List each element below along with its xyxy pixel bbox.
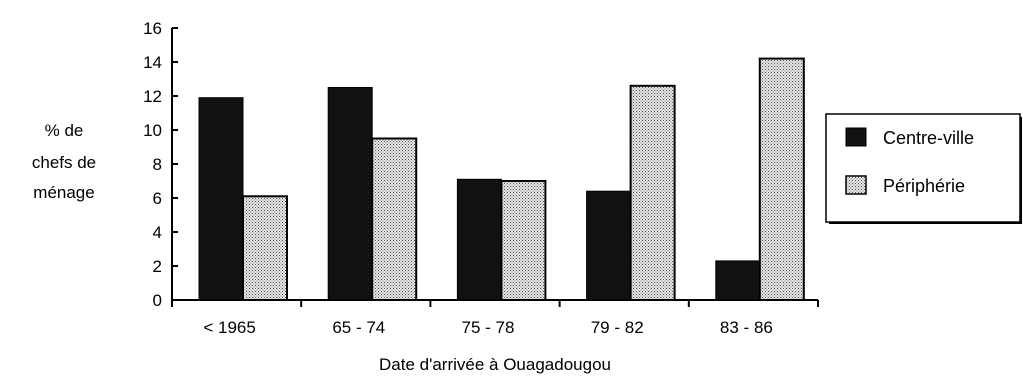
y-axis-label: % de chefs de ménage (32, 121, 96, 202)
legend: Centre-ville Périphérie (825, 113, 1022, 224)
x-axis-label: Date d'arrivée à Ouagadougou (379, 355, 611, 374)
bar-peripherie (758, 57, 805, 301)
bar-centre-ville (586, 190, 632, 301)
y-axis-label-line-2: chefs de (32, 153, 96, 172)
bars (198, 57, 805, 301)
bar-centre-ville (715, 260, 761, 301)
bar-centre-ville (456, 178, 502, 301)
legend-label-centre-ville: Centre-ville (883, 128, 974, 148)
bar-centre-ville (327, 87, 373, 301)
x-tick-label: 75 - 78 (462, 318, 515, 337)
bar-peripherie (371, 137, 418, 301)
y-tick-label: 4 (153, 223, 162, 242)
bar-peripherie (629, 84, 676, 301)
y-ticks: 0 2 4 6 8 10 12 14 16 (143, 19, 178, 310)
y-tick-label: 2 (153, 257, 162, 276)
y-tick-label: 14 (143, 53, 162, 72)
y-tick-label: 8 (153, 155, 162, 174)
x-ticks: < 1965 65 - 74 75 - 78 79 - 82 83 - 86 (171, 300, 819, 337)
bar-centre-ville (198, 97, 244, 301)
y-axis-label-line-1: % de (45, 121, 84, 140)
legend-swatch-peripherie (845, 175, 867, 195)
x-tick-label: 79 - 82 (591, 318, 644, 337)
x-tick-label: < 1965 (203, 318, 255, 337)
bar-peripherie (500, 180, 547, 301)
x-tick-label: 65 - 74 (332, 318, 385, 337)
y-tick-label: 12 (143, 87, 162, 106)
x-tick-label: 83 - 86 (720, 318, 773, 337)
bar-peripherie (242, 195, 288, 301)
y-axis-label-line-3: ménage (33, 183, 94, 202)
y-tick-label: 0 (153, 291, 162, 310)
legend-swatch-centre-ville (845, 127, 867, 147)
y-tick-label: 6 (153, 189, 162, 208)
y-tick-label: 10 (143, 121, 162, 140)
legend-label-peripherie: Périphérie (883, 176, 965, 196)
y-tick-label: 16 (143, 19, 162, 38)
